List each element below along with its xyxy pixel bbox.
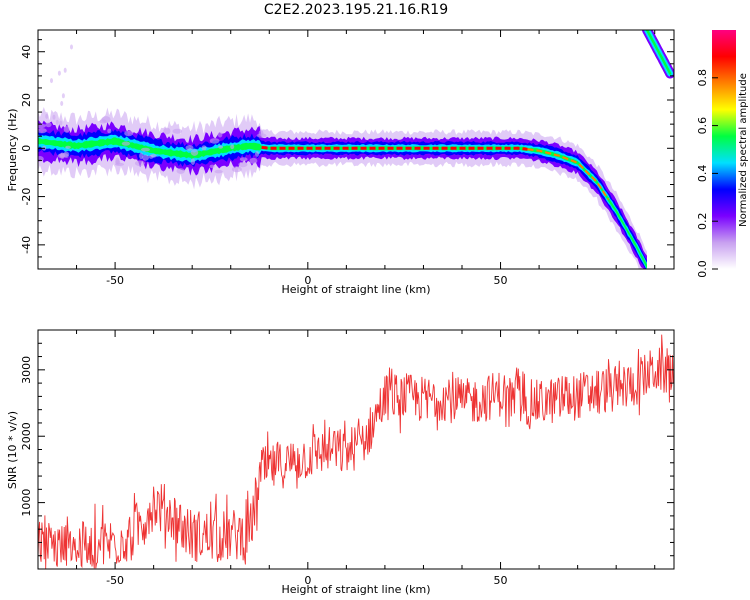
spectrogram-speckle xyxy=(115,159,121,165)
spectrogram-speckle xyxy=(124,130,134,137)
snr-series xyxy=(38,334,674,569)
colorbar-tick-label: 0.6 xyxy=(696,117,709,135)
spectrogram-speckle xyxy=(172,128,183,134)
spectrogram-speckle xyxy=(140,147,150,152)
spectrogram-speckle xyxy=(45,113,49,119)
spectrogram-speckle xyxy=(38,123,46,129)
snr-x-tick-label: 0 xyxy=(304,574,311,587)
figure-title: C2E2.2023.195.21.16.R19 xyxy=(264,2,448,18)
spectrogram-speckle xyxy=(50,78,53,84)
spectrogram-alias-branch-2 xyxy=(645,30,672,75)
spectrogram-x-tick-label: 0 xyxy=(304,274,311,287)
colorbar-tick-label: 0.2 xyxy=(696,212,709,230)
spectrogram-ticks: -50 0 50 -40 -20 0 20 40 xyxy=(20,30,674,287)
snr-y-tick-label: 1000 xyxy=(20,489,33,517)
spectrogram-speckle xyxy=(218,145,224,149)
spectrogram-speckle xyxy=(121,141,130,146)
spectrogram-speckle xyxy=(217,131,223,138)
spectrogram-speckle xyxy=(239,157,248,162)
spectrogram-speckle xyxy=(107,128,112,134)
spectrogram-x-tick-label: 50 xyxy=(494,274,508,287)
snr-y-axis-label: SNR (10 * v/v) xyxy=(6,411,19,489)
spectrogram-y-tick-label: -40 xyxy=(20,236,33,254)
spectrogram-speckle xyxy=(249,157,258,164)
spectrogram-speckle xyxy=(134,160,145,167)
snr-x-axis-label: Height of straight line (km) xyxy=(281,583,430,596)
spectrogram-panel: -50 0 50 -40 -20 0 20 40 Height of straight lin… xyxy=(6,29,675,296)
colorbar-gradient xyxy=(712,30,736,269)
spectrogram-speckle xyxy=(254,151,260,157)
snr-ticks: -50 0 50 1000 2000 3000 xyxy=(20,329,674,587)
spectrogram-speckle xyxy=(163,127,171,135)
spectrogram-speckle xyxy=(63,67,67,73)
spectrogram-y-tick-label: -20 xyxy=(20,188,33,206)
spectrogram-speckle xyxy=(59,120,63,126)
colorbar: 0.0 0.2 0.4 0.6 0.8 Normalized spectral ampl… xyxy=(696,30,749,278)
snr-y-tick-label: 3000 xyxy=(20,356,33,384)
spectrogram-frame xyxy=(37,29,675,270)
snr-x-tick-label: -50 xyxy=(106,574,124,587)
spectrogram-core-orange xyxy=(527,148,610,201)
spectrogram-speckle xyxy=(230,144,235,150)
spectrogram-speckle xyxy=(38,128,47,134)
colorbar-tick-label: 0.4 xyxy=(696,165,709,183)
spectrogram-y-tick-label: 0 xyxy=(20,145,33,152)
spectrogram-speckle xyxy=(201,145,207,151)
spectrogram-heatmap xyxy=(38,30,674,269)
snr-line xyxy=(38,334,674,569)
colorbar-ticks: 0.0 0.2 0.4 0.6 0.8 xyxy=(696,69,718,278)
spectrogram-speckle xyxy=(209,164,215,169)
spectrogram-speckle xyxy=(231,166,242,173)
snr-y-tick-label: 2000 xyxy=(20,422,33,450)
spectrogram-speckle xyxy=(57,153,65,159)
spectrogram-speckle xyxy=(38,156,44,162)
spectrogram-x-axis-label: Height of straight line (km) xyxy=(281,283,430,296)
spectrogram-speckle xyxy=(45,122,52,128)
spectrogram-y-tick-label: 40 xyxy=(20,45,33,59)
spectrogram-speckle xyxy=(70,44,73,50)
spectrogram-speckle xyxy=(190,158,195,166)
spectrogram-speckle xyxy=(148,154,154,159)
spectrogram-speckle xyxy=(209,138,220,144)
colorbar-label: Normalized spectral amplitude xyxy=(738,73,749,227)
spectrogram-speckle xyxy=(61,93,65,99)
spectrogram-speckle xyxy=(258,130,264,137)
spectrogram-speckle xyxy=(63,125,70,133)
spectrogram-speckle xyxy=(190,149,199,156)
spectrogram-speckle xyxy=(52,114,56,120)
spectrogram-x-tick-label: -50 xyxy=(106,274,124,287)
spectrogram-speckle xyxy=(60,101,64,106)
colorbar-tick-label: 0.8 xyxy=(696,69,709,87)
spectrogram-y-axis-label: Frequency (Hz) xyxy=(6,109,19,192)
spectrogram-speckle xyxy=(57,70,61,76)
spectrogram-speckle xyxy=(55,119,59,125)
spectrogram-speckle xyxy=(142,154,150,161)
spectrogram-speckle xyxy=(238,161,248,168)
spectrogram-speckle xyxy=(99,119,107,124)
spectrogram-speckle xyxy=(185,145,194,151)
snr-panel: -50 0 50 1000 2000 3000 Height of straight li… xyxy=(6,329,675,596)
spectrogram-speckle xyxy=(214,169,223,174)
spectrogram-speckle xyxy=(139,152,144,160)
spectrogram-speckle xyxy=(65,145,71,149)
spectrogram-core-red xyxy=(261,145,528,151)
spectrogram-y-tick-label: 20 xyxy=(20,93,33,107)
colorbar-tick-label: 0.0 xyxy=(696,260,709,278)
spectrogram-speckle xyxy=(176,168,185,174)
snr-x-tick-label: 50 xyxy=(494,574,508,587)
spectrogram-band-3 xyxy=(38,133,647,269)
